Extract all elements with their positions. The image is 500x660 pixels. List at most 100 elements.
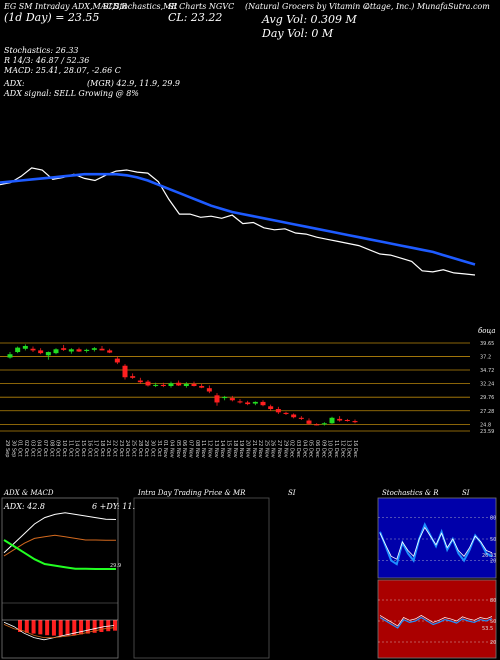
date-label: 08 Nov xyxy=(194,440,200,458)
adx-panel-title: ADX & MACD xyxy=(4,489,54,497)
date-label: 05 Nov xyxy=(175,440,181,458)
macd-signal-line xyxy=(3,624,115,638)
date-label: 13 Dec xyxy=(346,440,352,458)
macd-histogram-bar xyxy=(31,620,36,634)
macd-histogram-bar xyxy=(99,620,104,632)
macd-histogram-bar xyxy=(45,620,50,636)
date-label: 06 Dec xyxy=(314,440,320,458)
candle-body xyxy=(61,348,67,350)
candle-body xyxy=(222,396,228,399)
header-adx-signal: ADX signal: SELL Growing @ 8% xyxy=(4,89,139,98)
date-label: 17 Oct xyxy=(93,440,99,457)
candle-body xyxy=(22,346,28,349)
macd-histogram-bar xyxy=(85,620,90,634)
date-label: 15 Nov xyxy=(225,440,231,458)
candle-body xyxy=(53,349,59,354)
moving-average-line xyxy=(0,172,476,266)
mrsi-panel xyxy=(377,579,497,659)
candle-body xyxy=(245,402,251,405)
candle-body xyxy=(321,423,327,425)
header-avg-volume: Avg Vol: 0.309 M xyxy=(262,13,357,26)
header-title-part-a: EG SM Intraday ADX,MACD,R xyxy=(4,2,128,11)
candle-body xyxy=(352,421,358,423)
header-day-volume: Day Vol: 0 M xyxy=(262,27,334,40)
candle-body xyxy=(260,401,266,406)
stochastics-axis-label: 20 xyxy=(490,559,496,565)
date-label: 11 Oct xyxy=(67,440,73,457)
date-label: 12 Dec xyxy=(339,440,345,458)
adx-axis-label: 29.9 xyxy=(110,563,121,569)
candle-body xyxy=(7,354,13,358)
price-level-label: 32.24 xyxy=(480,382,494,388)
candle-body xyxy=(107,350,113,353)
candle-body xyxy=(306,420,312,424)
header-adx-label: ADX: xyxy=(4,79,25,88)
candle-body xyxy=(314,424,320,426)
date-label: 07 Nov xyxy=(187,440,193,458)
date-label: 04 Nov xyxy=(169,440,175,458)
date-label: 31 Oct xyxy=(156,440,162,457)
macd-histogram-bar xyxy=(24,620,29,633)
price-level-label: 29.76 xyxy=(480,395,494,401)
header-title-part-d: (Natural Grocers by Vitamin C xyxy=(245,2,369,11)
header-title-part-c: SI Charts NGVC xyxy=(168,2,235,11)
date-label: 04 Oct xyxy=(36,440,42,457)
date-label: 29 Oct xyxy=(143,440,149,457)
date-label: 10 Oct xyxy=(61,440,67,457)
header-close-value: CL: 23.22 xyxy=(168,11,223,24)
candle-body xyxy=(99,348,105,351)
candle-body xyxy=(199,386,205,388)
stochastics-axis-label: 50 xyxy=(490,537,496,543)
macd-histogram-bar xyxy=(106,620,111,632)
price-level-label: 27.28 xyxy=(480,409,494,415)
date-label: 30 Sep xyxy=(10,440,16,457)
mrsi-signal-line xyxy=(379,614,493,627)
macd-histogram-bar xyxy=(113,620,117,631)
date-label: 16 Dec xyxy=(352,440,358,458)
date-label: 20 Nov xyxy=(244,440,250,458)
price-level-label: 37.2 xyxy=(480,354,491,360)
candle-body xyxy=(329,417,335,424)
candle-body xyxy=(160,384,166,387)
candle-body xyxy=(283,412,289,414)
date-label: 14 Oct xyxy=(74,440,80,457)
date-label: 07 Oct xyxy=(42,440,48,457)
date-label: 29 Sep xyxy=(4,440,10,457)
candle-body xyxy=(275,409,281,413)
date-label: 03 Dec xyxy=(295,440,301,458)
date-label: 16 Oct xyxy=(86,440,92,457)
candle-body xyxy=(298,417,304,419)
candle-body xyxy=(168,383,174,387)
date-label: 18 Nov xyxy=(232,440,238,458)
date-label: 13 Nov xyxy=(213,440,219,458)
price-line xyxy=(0,167,476,276)
date-label: 11 Dec xyxy=(333,440,339,458)
price-level-label: 39.65 xyxy=(480,341,494,347)
adx-panel-frame xyxy=(1,497,119,659)
price-level-label: 24.8 xyxy=(480,422,491,428)
macd-histogram-bar xyxy=(65,620,70,636)
candle-body xyxy=(337,418,343,421)
intraday-panel-frame xyxy=(133,497,270,659)
date-label: 30 Oct xyxy=(150,440,156,457)
candle-body xyxy=(268,406,274,410)
minus-di-line xyxy=(3,534,116,557)
date-label: 01 Nov xyxy=(162,440,168,458)
candle-body xyxy=(76,349,82,352)
date-label: 09 Dec xyxy=(320,440,326,458)
macd-histogram-bar xyxy=(38,620,43,635)
macd-histogram-bar xyxy=(79,620,84,635)
header-day-value: (1d Day) = 23.55 xyxy=(4,11,100,24)
date-label: 21 Nov xyxy=(251,440,257,458)
date-label: 25 Oct xyxy=(131,440,137,457)
candle-body xyxy=(68,349,74,352)
date-label: 21 Oct xyxy=(105,440,111,457)
candle-body xyxy=(145,381,151,386)
candle-body xyxy=(291,414,297,418)
header-title-part-e: ottage, Inc.) MunafaSutra.com xyxy=(365,2,490,11)
candle-body xyxy=(206,388,212,392)
date-label: 02 Oct xyxy=(23,440,29,457)
candle-body xyxy=(114,358,120,363)
candle-body xyxy=(45,352,51,356)
